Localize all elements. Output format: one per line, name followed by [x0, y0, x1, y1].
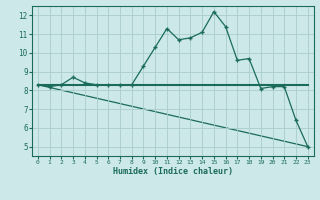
X-axis label: Humidex (Indice chaleur): Humidex (Indice chaleur) [113, 167, 233, 176]
